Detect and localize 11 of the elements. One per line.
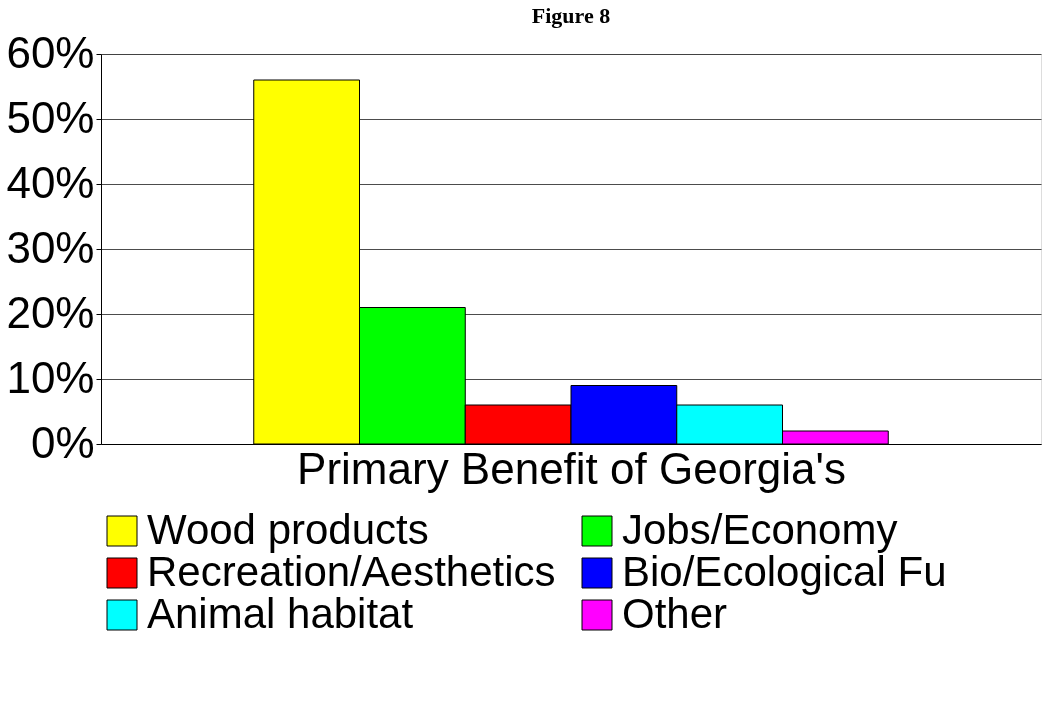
y-tick-label: 10% bbox=[6, 352, 95, 402]
y-tick-label: 60% bbox=[6, 27, 95, 77]
y-tick-label: 40% bbox=[6, 157, 95, 207]
y-tick-label: 0% bbox=[30, 417, 95, 467]
legend-label: Animal habitat bbox=[147, 590, 414, 637]
y-tick-label: 50% bbox=[6, 92, 95, 142]
legend-label: Other bbox=[622, 590, 728, 637]
x-axis-title: Primary Benefit of Georgia's bbox=[297, 443, 846, 493]
chart-title: Figure 8 bbox=[531, 3, 611, 28]
y-tick-label: 30% bbox=[6, 222, 95, 272]
y-tick-label: 20% bbox=[6, 287, 95, 337]
